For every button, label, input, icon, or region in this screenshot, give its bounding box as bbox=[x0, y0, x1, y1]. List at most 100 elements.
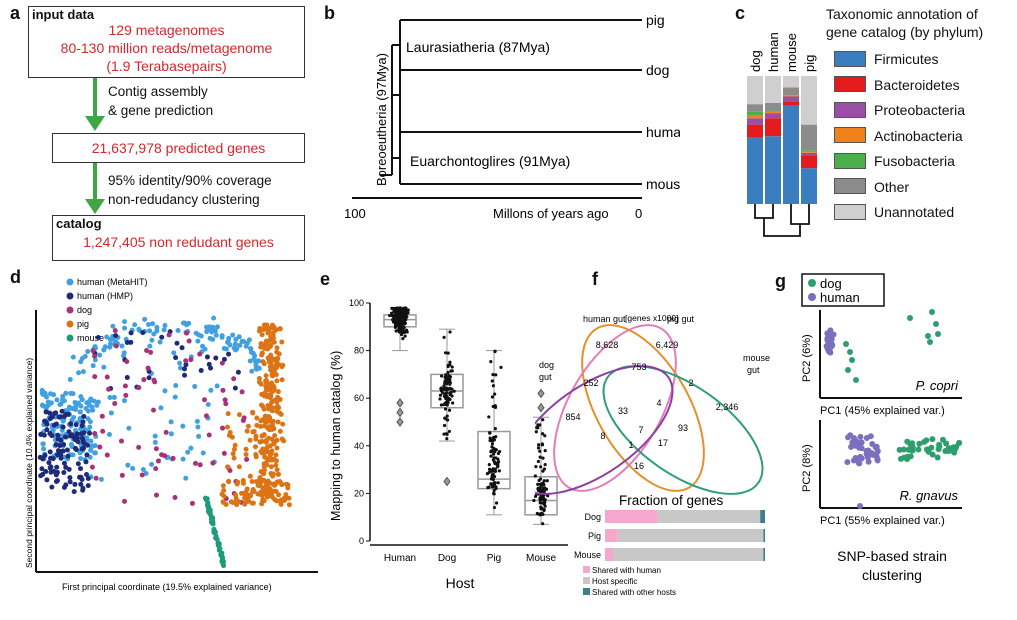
legend-label: dog bbox=[820, 276, 842, 291]
data-point-dog bbox=[916, 440, 923, 447]
data-point-pig bbox=[252, 444, 258, 450]
data-point-hmp bbox=[73, 422, 79, 428]
legend-label: Proteobacteria bbox=[874, 101, 966, 118]
data-point bbox=[401, 310, 405, 315]
data-point-pig bbox=[276, 492, 282, 498]
data-point-pig bbox=[258, 418, 264, 424]
data-point-metahit bbox=[236, 334, 242, 340]
data-point-dog bbox=[206, 432, 212, 438]
data-point bbox=[497, 469, 501, 473]
step2-line-1: 95% identity/90% coverage bbox=[108, 173, 272, 188]
data-point-metahit bbox=[162, 323, 168, 329]
data-point-dog bbox=[153, 446, 159, 452]
data-point-metahit bbox=[171, 350, 177, 356]
data-point bbox=[438, 393, 443, 397]
data-point-human bbox=[844, 459, 851, 466]
data-point-dog bbox=[915, 446, 922, 453]
fraction-segment bbox=[760, 510, 765, 523]
data-point-dog bbox=[106, 386, 112, 392]
data-point-pig bbox=[241, 491, 247, 497]
data-point bbox=[450, 365, 454, 369]
outlier bbox=[537, 402, 545, 413]
data-point-dog bbox=[144, 348, 150, 354]
data-point-pig bbox=[282, 497, 288, 503]
venn-ellipse-pig bbox=[581, 324, 705, 492]
data-point-hmp bbox=[80, 419, 86, 425]
legend-item: Bacteroidetes bbox=[834, 76, 960, 96]
data-point bbox=[533, 474, 537, 478]
data-point-dog bbox=[197, 351, 203, 357]
data-point bbox=[391, 318, 395, 322]
data-point-pig bbox=[260, 498, 266, 504]
data-point-metahit bbox=[122, 319, 128, 325]
data-point-pig bbox=[267, 426, 273, 432]
data-point bbox=[396, 310, 400, 314]
data-point-metahit bbox=[101, 347, 107, 353]
fraction-segment bbox=[617, 529, 764, 542]
data-point-hmp bbox=[226, 351, 232, 357]
data-point bbox=[448, 380, 452, 385]
venn-count: 854 bbox=[565, 412, 580, 422]
y-tick-label: 80 bbox=[354, 346, 364, 356]
data-point-dog bbox=[145, 365, 151, 371]
data-point-mouse bbox=[211, 526, 217, 532]
data-point-hmp bbox=[159, 334, 165, 340]
data-point-hmp bbox=[67, 479, 73, 485]
data-point-dog bbox=[853, 377, 859, 383]
data-point-metahit bbox=[207, 325, 213, 331]
data-point-mouse bbox=[207, 511, 213, 517]
venn-count: 16 bbox=[634, 461, 644, 471]
data-point bbox=[488, 436, 492, 440]
data-point-hmp bbox=[47, 410, 53, 416]
data-point-pig bbox=[253, 436, 259, 442]
data-point-hmp bbox=[59, 408, 65, 414]
data-point bbox=[400, 327, 404, 331]
data-point-dog bbox=[909, 447, 916, 454]
legend-item: Fusobacteria bbox=[834, 152, 955, 172]
venn-count: 6,429 bbox=[656, 340, 679, 350]
data-point bbox=[388, 313, 392, 318]
data-point bbox=[404, 317, 408, 322]
data-point bbox=[445, 414, 449, 418]
data-point-dog bbox=[151, 407, 157, 413]
data-point-hmp bbox=[74, 431, 80, 437]
data-point-metahit bbox=[237, 342, 243, 348]
data-point-pig bbox=[277, 396, 283, 402]
data-point-pig bbox=[267, 364, 273, 370]
data-point bbox=[541, 418, 545, 422]
data-point-hmp bbox=[39, 466, 45, 472]
data-point-dog bbox=[90, 348, 96, 354]
venn-subtitle: [genes x1000] bbox=[625, 313, 678, 323]
data-point-dog bbox=[929, 309, 935, 315]
set-label-human: human gut bbox=[583, 314, 626, 324]
data-point-metahit bbox=[234, 346, 240, 352]
dendro-branch bbox=[754, 204, 774, 219]
data-point-hmp bbox=[84, 472, 90, 478]
data-point bbox=[491, 484, 495, 488]
data-point-dog bbox=[136, 385, 142, 391]
fraction-legend-label: Shared with human bbox=[592, 566, 661, 575]
data-point-hmp bbox=[53, 442, 59, 448]
data-point-pig bbox=[263, 439, 269, 445]
data-point-pig bbox=[242, 501, 248, 507]
y-tick-label: 20 bbox=[354, 488, 364, 498]
data-point-pig bbox=[280, 421, 286, 427]
panel-label-a: a bbox=[10, 3, 21, 23]
data-point-hmp bbox=[47, 465, 53, 471]
data-point-human bbox=[825, 337, 832, 344]
data-point-pig bbox=[279, 481, 285, 487]
set-label-mouse: mouse bbox=[743, 353, 770, 363]
host-dendrogram bbox=[754, 204, 810, 237]
data-point-metahit bbox=[68, 390, 74, 396]
data-point bbox=[494, 486, 498, 491]
data-point bbox=[443, 351, 448, 355]
data-point bbox=[490, 395, 495, 399]
data-point-metahit bbox=[76, 370, 82, 376]
step2-line-2: non-redudancy clustering bbox=[108, 192, 260, 207]
data-point-metahit bbox=[41, 446, 47, 452]
data-point-pig bbox=[274, 364, 280, 370]
data-point-pig bbox=[220, 483, 226, 489]
data-point-hmp bbox=[79, 435, 85, 441]
data-point bbox=[394, 329, 398, 333]
venn-count: 1 bbox=[628, 440, 633, 450]
